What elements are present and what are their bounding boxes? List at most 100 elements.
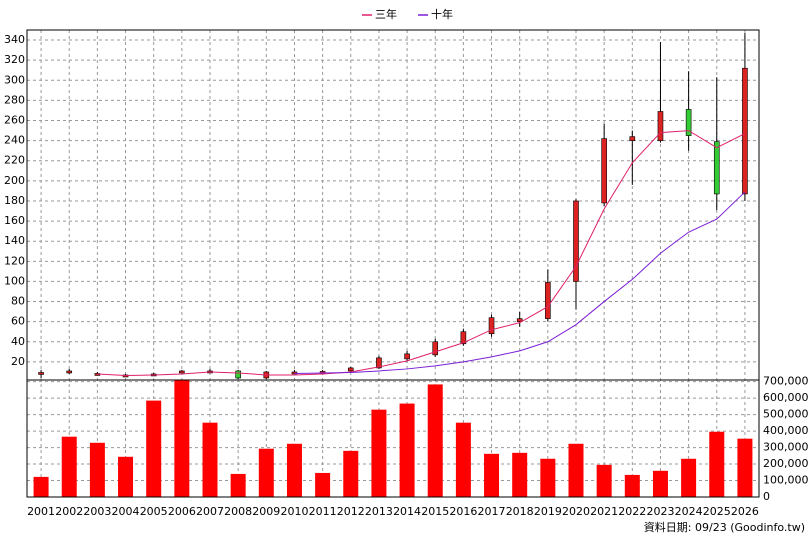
volume-bar (652, 470, 668, 497)
y-tick-label: 340 (4, 33, 25, 46)
x-tick-label: 2026 (731, 505, 759, 518)
y-tick-label: 240 (4, 134, 25, 147)
volume-bar (61, 436, 77, 497)
candle-body (432, 341, 439, 356)
x-tick-label: 2015 (421, 505, 449, 518)
volume-bar (512, 452, 528, 497)
x-tick-label: 2014 (393, 505, 421, 518)
volume-bar (427, 384, 443, 497)
y-tick-label: 300 (4, 73, 25, 86)
candle-body (38, 372, 44, 375)
volume-bar (315, 472, 331, 497)
y-tick-label: 700,000 (763, 375, 808, 388)
x-tick-label: 2025 (703, 505, 731, 518)
legend-label: 十年 (431, 7, 453, 21)
x-tick-label: 2019 (534, 505, 562, 518)
y-tick-label: 320 (4, 53, 25, 66)
y-tick-label: 220 (4, 154, 25, 167)
volume-bar (118, 456, 134, 497)
candle-body (601, 138, 607, 204)
y-tick-label: 300,000 (763, 441, 808, 454)
y-tick-label: 140 (4, 234, 25, 247)
candle-body (545, 282, 551, 319)
volume-bar (540, 458, 556, 497)
y-tick-label: 120 (4, 254, 25, 267)
volume-bar (343, 450, 359, 497)
x-tick-label: 2012 (337, 505, 365, 518)
candle-body (713, 141, 720, 195)
y-tick-label: 500,000 (763, 408, 808, 421)
volume-bar (596, 464, 612, 497)
candle-body (347, 367, 354, 372)
volume-bar (455, 422, 471, 497)
volume-bar (399, 403, 415, 497)
y-tick-label: 260 (4, 114, 25, 127)
legend-label: 三年 (375, 7, 397, 21)
x-tick-label: 2023 (646, 505, 674, 518)
y-tick-label: 600,000 (763, 391, 808, 404)
x-tick-label: 2021 (590, 505, 618, 518)
y-tick-label: 80 (11, 295, 25, 308)
volume-bar (258, 448, 274, 497)
x-tick-label: 2003 (83, 505, 111, 518)
ma-line (294, 191, 746, 374)
y-tick-label: 100 (4, 274, 25, 287)
x-tick-label: 2017 (478, 505, 506, 518)
footer: 資料日期: 09/23 (Goodinfo.tw) (644, 520, 805, 534)
x-tick-label: 2009 (252, 505, 280, 518)
candle-body (685, 109, 692, 136)
y-tick-label: 60 (11, 315, 25, 328)
candle-body (488, 317, 495, 335)
x-tick-label: 2004 (112, 505, 140, 518)
volume-bar (484, 453, 500, 497)
volume-bar (681, 458, 697, 497)
x-tick-label: 2011 (309, 505, 337, 518)
candle-body (657, 111, 664, 141)
candle-body (629, 136, 636, 141)
y-tick-label: 200 (4, 174, 25, 187)
x-tick-label: 2016 (449, 505, 477, 518)
candle-body (573, 200, 579, 282)
x-tick-label: 2008 (224, 505, 252, 518)
candle-body (179, 370, 185, 374)
volume-bar (230, 473, 246, 497)
y-tick-label: 100,000 (763, 474, 808, 487)
candle-body (376, 357, 382, 369)
x-tick-label: 2018 (506, 505, 534, 518)
y-tick-label: 180 (4, 194, 25, 207)
x-tick-label: 2005 (140, 505, 168, 518)
volume-bar (709, 431, 725, 497)
candle-body (742, 67, 748, 195)
y-tick-label: 280 (4, 93, 25, 106)
x-tick-label: 2013 (365, 505, 393, 518)
y-tick-label: 0 (763, 490, 770, 503)
candle-body (460, 331, 467, 345)
volume-bar (33, 476, 49, 497)
volume-bar (624, 474, 640, 497)
x-tick-label: 2010 (280, 505, 308, 518)
volume-bar (286, 443, 302, 497)
candle-body (235, 370, 241, 379)
volume-bar (737, 438, 753, 497)
x-tick-label: 2022 (618, 505, 646, 518)
volume-bar (568, 443, 584, 497)
volume-bar (89, 442, 105, 497)
volume-bar (174, 380, 190, 497)
volume-bar (146, 400, 162, 497)
y-tick-label: 200,000 (763, 457, 808, 470)
x-tick-label: 2024 (675, 505, 703, 518)
x-tick-label: 2002 (55, 505, 83, 518)
x-tick-label: 2006 (168, 505, 196, 518)
x-tick-label: 2001 (27, 505, 55, 518)
candle-body (66, 370, 73, 374)
y-tick-label: 40 (11, 335, 25, 348)
candle-body (516, 318, 523, 322)
y-tick-label: 400,000 (763, 424, 808, 437)
y-tick-label: 160 (4, 214, 25, 227)
candle-body (404, 353, 410, 360)
ma-line (97, 130, 746, 376)
plot-frame (26, 29, 760, 498)
volume-bar (371, 409, 387, 497)
x-tick-label: 2020 (562, 505, 590, 518)
